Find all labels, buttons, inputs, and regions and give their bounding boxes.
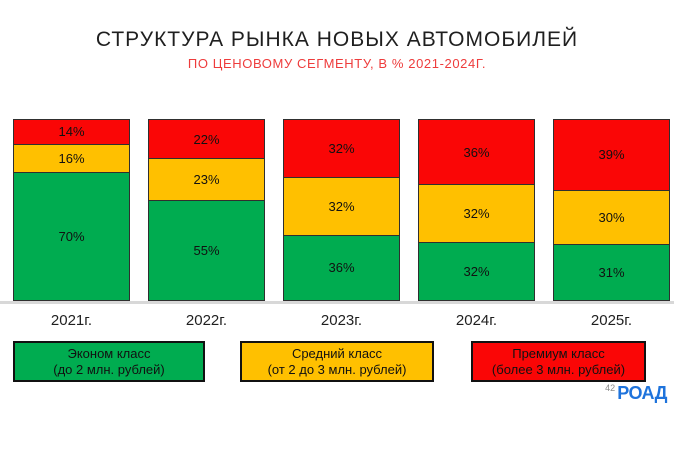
segment-value-label: 32% [463, 206, 490, 222]
x-axis-label-2021: 2021г. [50, 312, 93, 329]
page-subtitle: ПО ЦЕНОВОМУ СЕГМЕНТУ, В % 2021-2024Г. [187, 56, 487, 71]
segment-middle-2024: 32% [418, 184, 535, 244]
segment-premium-2021: 14% [13, 119, 130, 145]
bar-2022: 22% 23% 55% [148, 119, 265, 303]
segment-value-label: 39% [598, 147, 625, 163]
x-axis-label-2025: 2025г. [590, 312, 633, 329]
legend-label-line: (от 2 до 3 млн. рублей) [267, 361, 407, 377]
segment-middle-2021: 16% [13, 143, 130, 174]
segment-middle-2022: 23% [148, 158, 265, 201]
bar-2024: 36% 32% 32% [418, 119, 535, 303]
segment-premium-2025: 39% [553, 119, 670, 191]
segment-premium-2024: 36% [418, 119, 535, 186]
segment-middle-2025: 30% [553, 189, 670, 245]
page-number: 42 [605, 383, 616, 393]
stacked-bar-chart: 14% 16% 70% 22% 23% 55% 32% [13, 119, 670, 303]
page-title: СТРУКТУРА РЫНКА НОВЫХ АВТОМОБИЛЕЙ [95, 28, 579, 51]
road-logo: РОАД [617, 383, 667, 403]
segment-value-label: 16% [58, 150, 85, 166]
segment-economy-2023: 36% [283, 234, 400, 301]
segment-value-label: 55% [193, 242, 220, 258]
segment-premium-2023: 32% [283, 119, 400, 178]
bar-2021: 14% 16% 70% [13, 119, 130, 303]
legend-label-line: (до 2 млн. рублей) [53, 361, 165, 377]
segment-value-label: 23% [193, 172, 220, 188]
legend-item-middle: Средний класс (от 2 до 3 млн. рублей) [240, 341, 434, 382]
legend-label-line: Эконом класс [67, 345, 151, 361]
footer: 42 РОАД [605, 383, 667, 404]
segment-value-label: 14% [58, 124, 85, 140]
segment-value-label: 32% [328, 198, 355, 214]
segment-value-label: 31% [598, 264, 625, 280]
legend-label-line: Средний класс [291, 345, 383, 361]
segment-middle-2023: 32% [283, 176, 400, 236]
segment-value-label: 36% [463, 144, 490, 160]
bar-2025: 39% 30% 31% [553, 119, 670, 303]
legend-item-economy: Эконом класс (до 2 млн. рублей) [13, 341, 205, 382]
segment-premium-2022: 22% [148, 119, 265, 160]
x-axis-labels: 2021г. 2022г. 2023г. 2024г. 2025г. [13, 312, 670, 329]
segment-economy-2022: 55% [148, 199, 265, 301]
bar-2023: 32% 32% 36% [283, 119, 400, 303]
segment-value-label: 30% [598, 209, 625, 225]
segment-value-label: 70% [58, 229, 85, 245]
segment-economy-2021: 70% [13, 172, 130, 301]
legend-item-premium: Премиум класс (более 3 млн. рублей) [471, 341, 646, 382]
legend-label-line: (более 3 млн. рублей) [491, 361, 626, 377]
legend-label-line: Премиум класс [512, 345, 605, 361]
segment-value-label: 32% [328, 140, 355, 156]
chart-baseline [0, 301, 674, 304]
segment-value-label: 32% [463, 264, 490, 280]
x-axis-label-2024: 2024г. [455, 312, 498, 329]
x-axis-label-2022: 2022г. [185, 312, 228, 329]
segment-economy-2024: 32% [418, 242, 535, 301]
segment-economy-2025: 31% [553, 243, 670, 301]
segment-value-label: 22% [193, 131, 220, 147]
x-axis-label-2023: 2023г. [320, 312, 363, 329]
segment-value-label: 36% [328, 260, 355, 276]
